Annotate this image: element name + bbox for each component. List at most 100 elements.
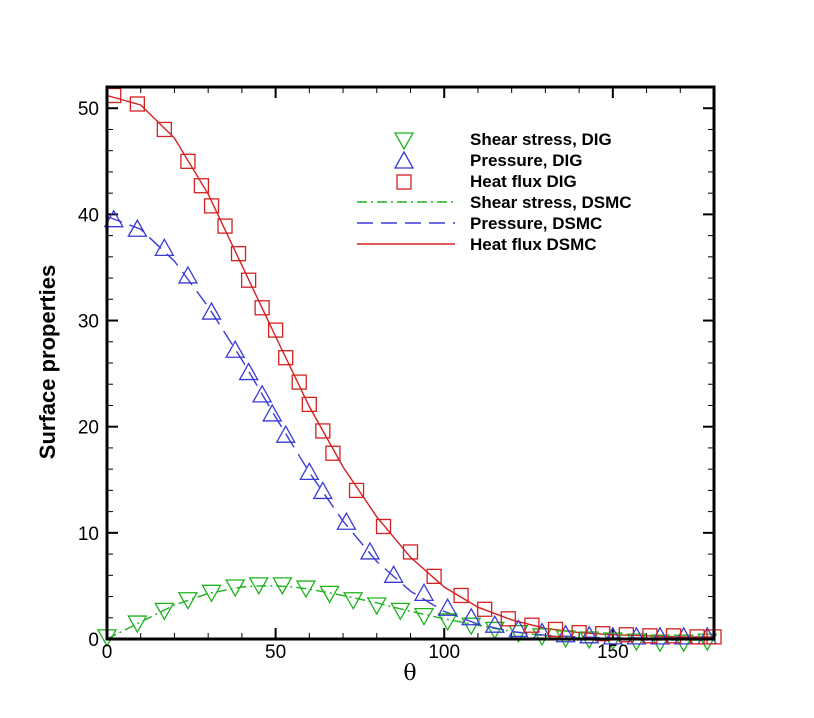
data-point (642, 628, 658, 644)
plot-frame (105, 85, 716, 641)
tick-labels: 0 50 100 150 0 10 20 30 40 50 (78, 99, 629, 663)
data-point (390, 602, 411, 621)
legend-symbol (396, 174, 412, 190)
legend: Shear stress, DIG Pressure, DIG Heat flux … (357, 130, 632, 254)
data-point (618, 627, 634, 643)
y-tick-label: 50 (78, 99, 99, 120)
data-point (291, 374, 307, 390)
data-point (177, 265, 199, 284)
data-point (689, 629, 705, 645)
data-point (103, 209, 124, 228)
data-point (267, 322, 284, 338)
data-point (177, 592, 199, 611)
data-point (278, 350, 294, 366)
y-tick-label: 30 (78, 312, 99, 333)
data-point (156, 121, 172, 138)
legend-entry-pressure-dsmc: Pressure, DSMC (357, 214, 602, 233)
legend-symbol (393, 132, 415, 151)
x-tick-label: 150 (597, 642, 629, 663)
data-point (383, 564, 404, 583)
data-point (477, 601, 493, 617)
data-point (673, 626, 694, 645)
series-line-pressure-dsmc (106, 215, 714, 639)
data-point (555, 624, 576, 643)
data-point (595, 626, 611, 642)
y-axis-title: Surface properties (35, 265, 60, 459)
y-tick-label: 20 (78, 418, 99, 439)
data-point (129, 96, 146, 112)
series-markers-heat-flux-dig (106, 87, 722, 645)
data-point (240, 272, 257, 288)
y-tick-label: 10 (78, 524, 99, 545)
data-point (238, 362, 259, 381)
data-point (500, 611, 516, 627)
data-point (508, 619, 529, 638)
data-point (127, 218, 148, 237)
data-point (217, 218, 233, 234)
data-point (180, 153, 196, 169)
data-point (426, 568, 442, 585)
data-point (531, 628, 553, 647)
legend-entry-pressure-dig: Pressure, DIG (393, 150, 582, 170)
legend-entry-heat-flux-dig: Heat flux DIG (396, 172, 577, 191)
data-point (336, 511, 357, 530)
data-point (201, 301, 222, 320)
data-point (402, 544, 419, 560)
data-point (413, 607, 435, 626)
legend-label: Heat flux DIG (470, 172, 577, 191)
legend-label: Heat flux DSMC (470, 235, 597, 254)
x-axis-title: θ (403, 661, 416, 686)
data-point (275, 424, 296, 443)
data-point (301, 396, 317, 413)
data-point (201, 584, 222, 603)
series-line-heat-flux-dsmc (106, 94, 714, 638)
data-point (508, 624, 529, 643)
data-point (366, 597, 387, 616)
minor-ticks (107, 86, 715, 639)
data-point (343, 592, 364, 611)
x-tick-label: 50 (265, 642, 286, 663)
data-point (375, 518, 392, 535)
data-point (262, 403, 283, 422)
major-ticks (106, 87, 714, 640)
legend-entry-heat-flux-dsmc: Heat flux DSMC (357, 235, 597, 254)
data-point (295, 580, 317, 599)
data-point (524, 617, 540, 633)
data-point (154, 602, 175, 621)
data-point (230, 246, 247, 262)
data-point (626, 626, 647, 645)
data-point (154, 238, 175, 257)
data-point (203, 198, 220, 214)
legend-entry-shear-stress-dsmc: Shear stress, DSMC (357, 193, 632, 212)
data-point (225, 339, 246, 358)
data-point (602, 626, 623, 645)
data-point (348, 482, 365, 499)
data-point (225, 579, 246, 598)
y-tick-label: 0 (88, 630, 99, 651)
legend-label: Shear stress, DIG (470, 130, 612, 149)
legend-entry-shear-stress-dig: Shear stress, DIG (393, 130, 612, 151)
series-markers-pressure-dig (103, 209, 718, 645)
data-point (461, 607, 482, 626)
legend-symbol (393, 150, 415, 169)
data-point (254, 300, 270, 316)
series-line-shear-stress-dsmc (106, 585, 714, 641)
data-point (315, 423, 331, 439)
data-point (312, 481, 333, 500)
data-point (484, 621, 505, 640)
data-point (547, 621, 564, 638)
data-point (319, 585, 340, 604)
series-layer (96, 87, 722, 653)
x-tick-label: 0 (102, 642, 113, 663)
data-point (325, 445, 341, 461)
data-point (413, 583, 435, 602)
data-point (453, 587, 469, 604)
data-point (437, 597, 458, 616)
legend-label: Pressure, DSMC (470, 214, 602, 233)
data-point (272, 577, 293, 596)
data-point (665, 628, 682, 644)
y-tick-label: 40 (78, 205, 99, 226)
legend-label: Shear stress, DSMC (470, 193, 632, 212)
data-point (359, 541, 381, 560)
